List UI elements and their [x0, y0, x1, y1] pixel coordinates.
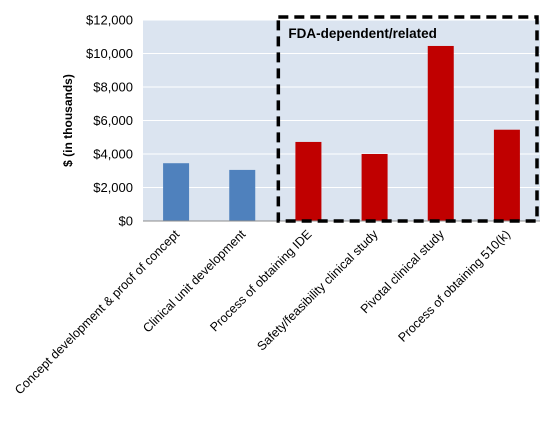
- fda-dependent-box: [276, 15, 539, 223]
- bar: [361, 154, 388, 221]
- x-tick-label: Process of obtaining 510(k): [396, 227, 514, 345]
- y-tick-label: $4,000: [93, 147, 133, 162]
- x-tick-labels: Concept development & proof of conceptCl…: [12, 227, 513, 398]
- y-tick-label: $12,000: [86, 13, 133, 28]
- bar: [163, 163, 190, 221]
- gridlines: [143, 19, 540, 188]
- y-tick-labels: $0 $2,000 $4,000 $6,000 $8,000 $10,000 $12,000: [86, 13, 133, 229]
- bar: [493, 129, 520, 221]
- y-tick-label: $10,000: [86, 46, 133, 61]
- fda-dependent-label: FDA-dependent/related: [288, 26, 437, 41]
- y-tick-label: $8,000: [93, 80, 133, 95]
- bar: [229, 169, 256, 221]
- bar: [295, 141, 322, 221]
- bars: [163, 45, 520, 222]
- y-tick-label: $0: [119, 214, 133, 229]
- x-tick-label: Safety/feasibility clinical study: [254, 227, 381, 354]
- y-axis-title: $ (in thousands): [61, 74, 75, 167]
- bar: [427, 45, 454, 222]
- y-tick-label: $6,000: [93, 113, 133, 128]
- y-tick-label: $2,000: [93, 180, 133, 195]
